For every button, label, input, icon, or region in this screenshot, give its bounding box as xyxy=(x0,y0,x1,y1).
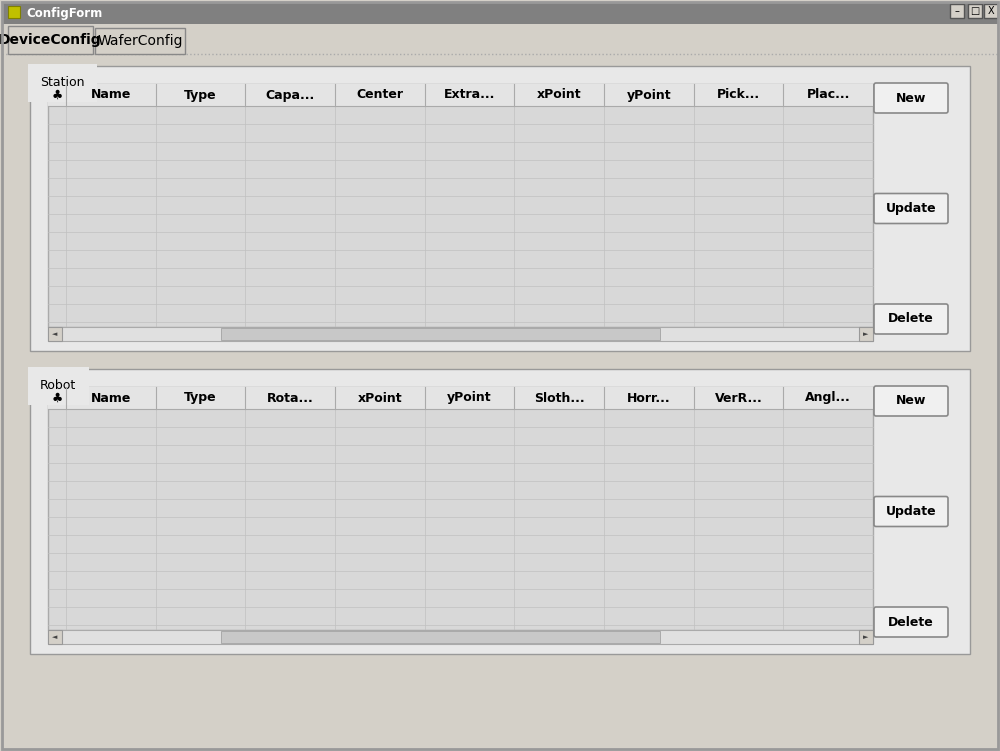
Bar xyxy=(2,24,998,54)
Text: ►: ► xyxy=(863,634,869,640)
Text: ♣: ♣ xyxy=(51,89,63,101)
Text: xPoint: xPoint xyxy=(358,391,402,405)
Bar xyxy=(30,369,970,654)
Text: Center: Center xyxy=(356,89,403,101)
FancyBboxPatch shape xyxy=(874,83,948,113)
Bar xyxy=(859,630,873,644)
Bar xyxy=(2,2,998,24)
Text: □: □ xyxy=(970,6,980,16)
Bar xyxy=(968,4,982,18)
Bar xyxy=(221,631,660,643)
FancyBboxPatch shape xyxy=(874,194,948,224)
Text: –: – xyxy=(955,6,959,16)
Bar xyxy=(221,328,660,340)
Text: yPoint: yPoint xyxy=(627,89,671,101)
Text: WaferConfig: WaferConfig xyxy=(97,34,183,48)
Bar xyxy=(984,4,998,18)
Bar xyxy=(48,84,873,327)
Text: Horr...: Horr... xyxy=(627,391,671,405)
Text: Extra...: Extra... xyxy=(444,89,495,101)
FancyBboxPatch shape xyxy=(874,386,948,416)
Text: Type: Type xyxy=(184,89,217,101)
Bar xyxy=(950,4,964,18)
Text: ♣: ♣ xyxy=(51,391,63,405)
FancyBboxPatch shape xyxy=(874,304,948,334)
Bar xyxy=(48,84,873,106)
Text: Delete: Delete xyxy=(888,616,934,629)
Text: Robot: Robot xyxy=(40,379,76,392)
Text: Update: Update xyxy=(886,505,936,518)
Text: New: New xyxy=(896,394,926,408)
Text: Type: Type xyxy=(184,391,217,405)
FancyBboxPatch shape xyxy=(874,607,948,637)
Text: VerR...: VerR... xyxy=(715,391,762,405)
Bar xyxy=(859,327,873,341)
Text: Name: Name xyxy=(91,89,131,101)
Text: Pick...: Pick... xyxy=(717,89,760,101)
Bar xyxy=(48,387,873,630)
Text: Update: Update xyxy=(886,202,936,215)
Text: Name: Name xyxy=(91,391,131,405)
Text: yPoint: yPoint xyxy=(447,391,492,405)
Text: ◄: ◄ xyxy=(52,331,58,337)
Text: X: X xyxy=(988,6,994,16)
Bar xyxy=(48,327,62,341)
Text: Rota...: Rota... xyxy=(267,391,314,405)
Text: xPoint: xPoint xyxy=(537,89,581,101)
Bar xyxy=(8,26,93,54)
Bar xyxy=(8,6,20,18)
Text: Delete: Delete xyxy=(888,312,934,325)
Bar xyxy=(48,630,62,644)
Text: Sloth...: Sloth... xyxy=(534,391,584,405)
Text: DeviceConfig: DeviceConfig xyxy=(0,33,102,47)
Text: Plac...: Plac... xyxy=(806,89,850,101)
Text: Angl...: Angl... xyxy=(805,391,851,405)
Text: ◄: ◄ xyxy=(52,634,58,640)
Bar xyxy=(30,66,970,351)
Bar xyxy=(48,327,873,341)
Bar xyxy=(48,630,873,644)
Text: Capa...: Capa... xyxy=(266,89,315,101)
Text: New: New xyxy=(896,92,926,104)
Text: ConfigForm: ConfigForm xyxy=(26,7,102,20)
Text: Station: Station xyxy=(40,76,84,89)
FancyBboxPatch shape xyxy=(874,496,948,526)
Text: ►: ► xyxy=(863,331,869,337)
Bar xyxy=(95,28,185,54)
Bar xyxy=(48,387,873,409)
